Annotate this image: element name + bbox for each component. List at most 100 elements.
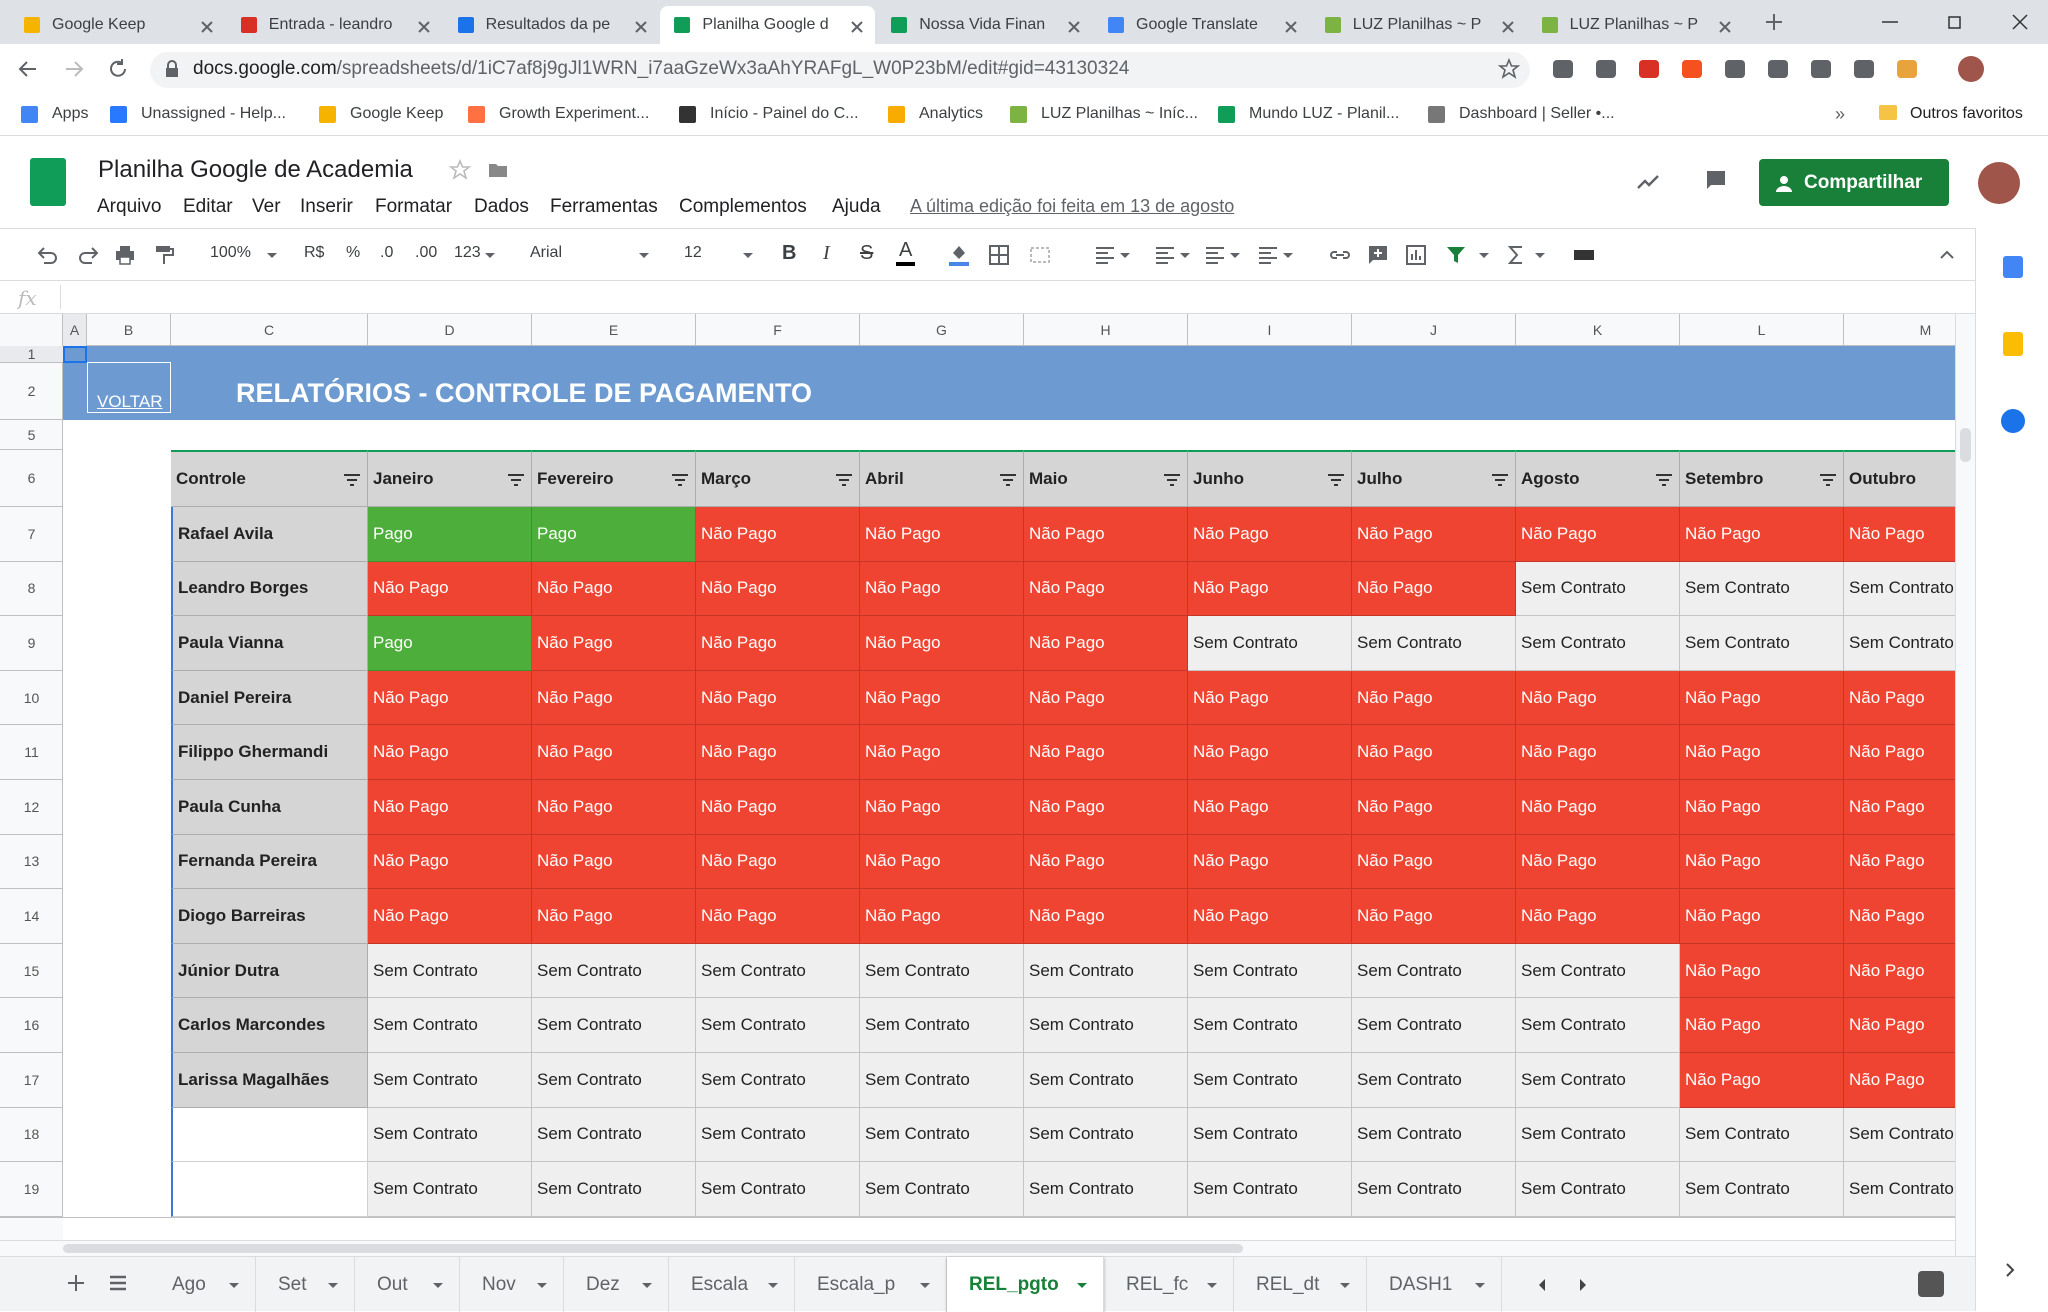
status-cell[interactable]: Sem Contrato [1516, 561, 1680, 617]
status-cell[interactable]: Não Pago [1024, 834, 1188, 890]
sheet-tab[interactable]: Nov [460, 1257, 564, 1312]
name-cell[interactable]: Rafael Avila [171, 507, 368, 562]
fill-color[interactable] [947, 241, 971, 266]
toolbar-currency[interactable]: R$ [304, 244, 325, 261]
name-cell[interactable] [171, 1162, 368, 1217]
header-cell[interactable]: Junho [1188, 450, 1352, 507]
bookmark[interactable]: Growth Experiment... [499, 105, 650, 122]
sheet-tab-menu[interactable] [1333, 1273, 1357, 1297]
status-cell[interactable]: Não Pago [696, 616, 860, 671]
browser-tab[interactable]: LUZ Planilhas ~ P [1311, 6, 1526, 44]
collapse-menus[interactable] [1935, 243, 1959, 267]
menu-item[interactable]: Dados [474, 196, 529, 217]
scroll-thumb[interactable] [63, 1244, 1243, 1253]
row-header[interactable]: 8 [0, 562, 63, 617]
bookmark[interactable]: Início - Painel do C... [710, 105, 859, 122]
sheet-tab[interactable]: REL_pgto [947, 1257, 1104, 1312]
status-cell[interactable]: Não Pago [532, 561, 696, 617]
star-icon[interactable] [448, 158, 472, 182]
status-cell[interactable]: Sem Contrato [1352, 616, 1516, 671]
status-cell[interactable]: Não Pago [1352, 507, 1516, 562]
status-cell[interactable]: Não Pago [860, 834, 1024, 890]
sheet-tab-menu[interactable] [426, 1273, 450, 1297]
merge[interactable] [1028, 243, 1052, 267]
dropdown-arrow[interactable] [1276, 243, 1300, 267]
bookmark[interactable]: Mundo LUZ - Planil... [1249, 105, 1400, 122]
row-header[interactable]: 5 [0, 420, 63, 450]
scroll-thumb[interactable] [1960, 428, 1971, 462]
dropdown-arrow[interactable] [260, 243, 284, 267]
status-cell[interactable]: Não Pago [1844, 889, 1955, 944]
status-cell[interactable]: Não Pago [1516, 507, 1680, 562]
align[interactable] [1093, 243, 1117, 267]
status-cell[interactable]: Não Pago [860, 670, 1024, 726]
toolbar-font-size[interactable]: 12 [684, 244, 702, 261]
name-cell[interactable]: Júnior Dutra [171, 943, 368, 999]
calendar-icon[interactable] [2003, 256, 2023, 278]
column-header[interactable]: C [171, 314, 368, 346]
status-cell[interactable]: Não Pago [1352, 561, 1516, 617]
status-cell[interactable]: Sem Contrato [1188, 943, 1352, 999]
status-cell[interactable]: Não Pago [860, 889, 1024, 944]
status-cell[interactable]: Sem Contrato [696, 1107, 860, 1163]
status-cell[interactable]: Não Pago [860, 616, 1024, 671]
header-cell[interactable]: Setembro [1680, 450, 1844, 507]
name-cell[interactable]: Daniel Pereira [171, 670, 368, 726]
bookmark[interactable]: Apps [52, 105, 89, 122]
tab-close[interactable] [1279, 15, 1303, 39]
status-cell[interactable]: Sem Contrato [860, 1162, 1024, 1217]
status-cell[interactable]: Não Pago [532, 889, 696, 944]
extension-icon[interactable] [1553, 60, 1573, 78]
more-bookmarks[interactable]: » [1835, 104, 1846, 124]
undo[interactable] [36, 243, 60, 267]
back[interactable] [16, 57, 40, 81]
row-header[interactable]: 17 [0, 1053, 63, 1108]
status-cell[interactable]: Não Pago [1516, 834, 1680, 890]
column-header[interactable]: F [696, 314, 860, 346]
status-cell[interactable]: Não Pago [1352, 780, 1516, 835]
status-cell[interactable]: Não Pago [368, 725, 532, 780]
extension-icon[interactable] [1897, 60, 1917, 78]
vertical-align[interactable] [1153, 243, 1177, 267]
status-cell[interactable]: Sem Contrato [860, 943, 1024, 999]
column-header[interactable]: D [368, 314, 532, 346]
status-cell[interactable]: Não Pago [1516, 780, 1680, 835]
share-button[interactable]: Compartilhar [1759, 159, 1949, 206]
toolbar-zoom[interactable]: 100% [210, 244, 251, 261]
sheets-logo[interactable] [30, 158, 66, 206]
redo[interactable] [76, 243, 100, 267]
status-cell[interactable]: Não Pago [696, 725, 860, 780]
status-cell[interactable]: Sem Contrato [1516, 1162, 1680, 1217]
sheet-tab-menu[interactable] [321, 1273, 345, 1297]
status-cell[interactable]: Não Pago [696, 889, 860, 944]
status-cell[interactable]: Não Pago [1352, 889, 1516, 944]
status-cell[interactable]: Sem Contrato [1352, 1053, 1516, 1108]
comments-icon[interactable] [1704, 168, 1728, 192]
status-cell[interactable]: Sem Contrato [1844, 1162, 1955, 1217]
filter-button[interactable] [1160, 468, 1184, 492]
row-header[interactable]: 9 [0, 616, 63, 671]
header-cell[interactable]: Março [696, 450, 860, 507]
sheet-tab[interactable]: REL_fc [1104, 1257, 1234, 1312]
restore[interactable] [1944, 10, 1968, 34]
insert-chart[interactable] [1404, 243, 1428, 267]
status-cell[interactable]: Não Pago [1680, 725, 1844, 780]
last-edit[interactable]: A última edição foi feita em 13 de agost… [910, 196, 1235, 216]
menu-item[interactable]: Complementos [679, 196, 807, 217]
menu-item[interactable]: Ver [252, 196, 281, 217]
status-cell[interactable]: Sem Contrato [532, 1162, 696, 1217]
status-cell[interactable]: Não Pago [1188, 834, 1352, 890]
status-cell[interactable]: Não Pago [1024, 616, 1188, 671]
status-cell[interactable]: Não Pago [1352, 834, 1516, 890]
status-cell[interactable]: Não Pago [696, 780, 860, 835]
browser-tab[interactable]: Resultados da pe [444, 6, 659, 44]
status-cell[interactable]: Não Pago [1680, 1053, 1844, 1108]
dropdown-arrow[interactable] [478, 243, 502, 267]
status-cell[interactable]: Sem Contrato [1680, 561, 1844, 617]
profile[interactable] [1958, 56, 1984, 82]
lock[interactable] [160, 57, 184, 81]
status-cell[interactable]: Não Pago [1024, 780, 1188, 835]
doc-title[interactable]: Planilha Google de Academia [98, 156, 413, 183]
reload[interactable] [106, 57, 130, 81]
status-cell[interactable]: Não Pago [1516, 670, 1680, 726]
